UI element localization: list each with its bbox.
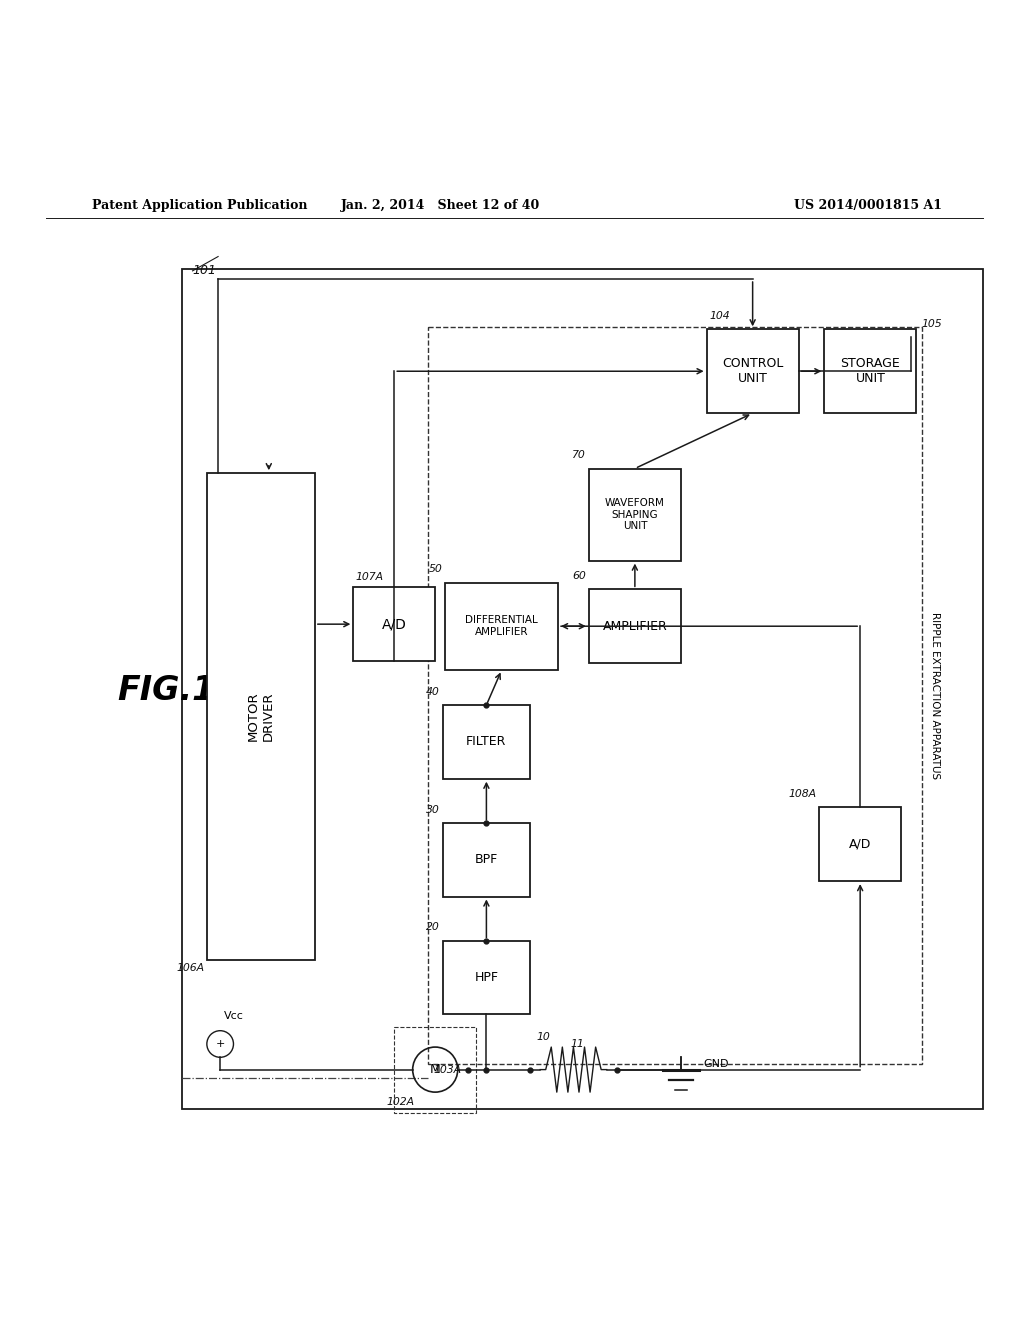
Text: 101: 101 bbox=[193, 264, 216, 277]
Bar bbox=[442, 705, 530, 779]
Text: 11: 11 bbox=[571, 1039, 585, 1049]
Text: Patent Application Publication: Patent Application Publication bbox=[92, 199, 307, 211]
Text: 104: 104 bbox=[710, 312, 730, 321]
Text: 108A: 108A bbox=[788, 789, 816, 800]
Text: CONTROL
UNIT: CONTROL UNIT bbox=[722, 358, 783, 385]
Text: +: + bbox=[215, 1039, 225, 1049]
Text: US 2014/0001815 A1: US 2014/0001815 A1 bbox=[794, 199, 942, 211]
Text: 105: 105 bbox=[922, 319, 942, 329]
Text: FILTER: FILTER bbox=[466, 735, 507, 748]
Bar bbox=[707, 329, 799, 413]
Text: STORAGE
UNIT: STORAGE UNIT bbox=[841, 358, 900, 385]
Text: WAVEFORM
SHAPING
UNIT: WAVEFORM SHAPING UNIT bbox=[605, 498, 665, 531]
Text: 40: 40 bbox=[426, 686, 440, 697]
Text: 20: 20 bbox=[426, 923, 440, 932]
Text: 70: 70 bbox=[572, 450, 586, 461]
Text: GND: GND bbox=[703, 1060, 729, 1069]
Text: A/D: A/D bbox=[849, 838, 871, 851]
Text: MOTOR
DRIVER: MOTOR DRIVER bbox=[247, 692, 275, 741]
Text: AMPLIFIER: AMPLIFIER bbox=[602, 619, 668, 632]
Text: 102A: 102A bbox=[387, 1097, 415, 1107]
Text: 107A: 107A bbox=[355, 572, 383, 582]
Text: 106A: 106A bbox=[176, 962, 205, 973]
Bar bbox=[445, 582, 558, 669]
Bar bbox=[824, 329, 916, 413]
Bar bbox=[442, 941, 530, 1014]
Text: M: M bbox=[430, 1063, 440, 1076]
Text: HPF: HPF bbox=[474, 972, 499, 983]
Text: Jan. 2, 2014   Sheet 12 of 40: Jan. 2, 2014 Sheet 12 of 40 bbox=[341, 199, 540, 211]
Bar bbox=[182, 269, 983, 1109]
Text: DIFFERENTIAL
AMPLIFIER: DIFFERENTIAL AMPLIFIER bbox=[465, 615, 539, 638]
Text: Vcc: Vcc bbox=[224, 1011, 244, 1022]
Text: 10: 10 bbox=[537, 1032, 551, 1041]
Text: 60: 60 bbox=[572, 572, 586, 581]
Text: RIPPLE EXTRACTION APPARATUS: RIPPLE EXTRACTION APPARATUS bbox=[930, 612, 940, 779]
Text: 50: 50 bbox=[429, 565, 442, 574]
Text: 30: 30 bbox=[426, 805, 440, 814]
Bar bbox=[589, 469, 681, 561]
Bar bbox=[353, 587, 435, 661]
Bar bbox=[428, 327, 922, 1064]
Text: A/D: A/D bbox=[382, 618, 407, 631]
Text: BPF: BPF bbox=[475, 853, 498, 866]
Bar bbox=[442, 822, 530, 896]
Bar bbox=[819, 808, 901, 882]
Text: FIG.14: FIG.14 bbox=[118, 675, 240, 708]
Bar bbox=[207, 473, 315, 960]
Bar bbox=[394, 1027, 476, 1113]
Bar bbox=[589, 589, 681, 663]
Text: 103A: 103A bbox=[433, 1065, 461, 1074]
